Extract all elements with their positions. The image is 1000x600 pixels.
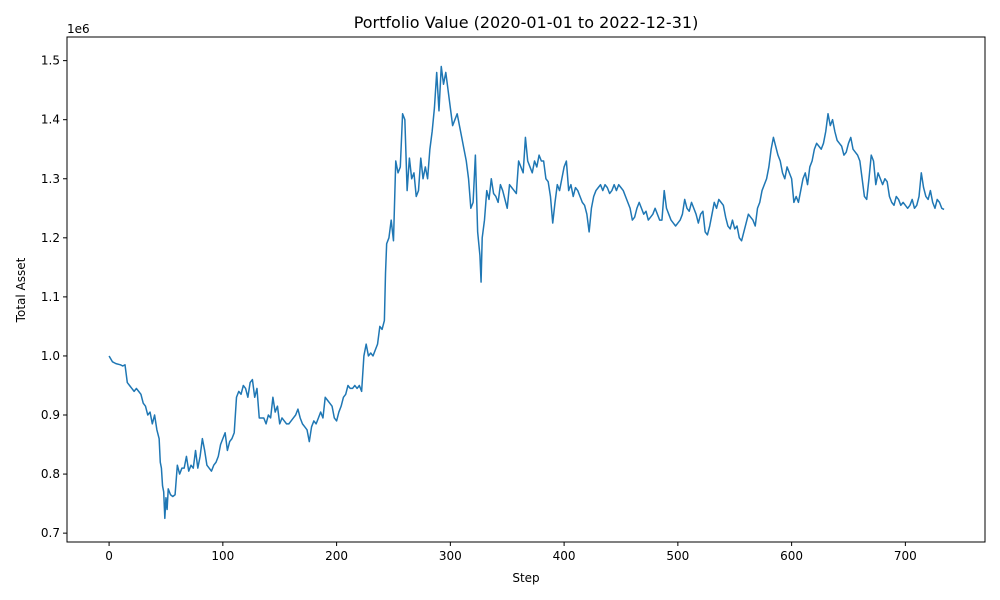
- series-line-0: [108, 65, 945, 520]
- y-tick-label: 1.4: [41, 113, 60, 127]
- y-tick-label: 1.0: [41, 349, 60, 363]
- y-tick-label: 1.5: [41, 54, 60, 68]
- x-axis-ticks: 0 100 200 300 400 500 600 700: [105, 542, 917, 563]
- plot-area: [108, 65, 945, 520]
- x-tick-label: 700: [894, 549, 917, 563]
- x-tick-label: 600: [780, 549, 803, 563]
- y-axis-label: Total Asset: [14, 257, 28, 323]
- y-offset-label: 1e6: [67, 22, 90, 36]
- axes-frame: [66, 36, 986, 543]
- x-axis-label: Step: [512, 571, 539, 585]
- chart-title: Portfolio Value (2020-01-01 to 2022-12-3…: [354, 13, 699, 32]
- y-tick-label: 1.3: [41, 172, 60, 186]
- y-tick-label: 0.8: [41, 467, 60, 481]
- x-tick-label: 200: [325, 549, 348, 563]
- x-tick-label: 0: [105, 549, 113, 563]
- y-tick-label: 1.2: [41, 231, 60, 245]
- y-tick-label: 0.9: [41, 408, 60, 422]
- x-tick-label: 300: [439, 549, 462, 563]
- x-tick-label: 400: [553, 549, 576, 563]
- x-tick-label: 100: [211, 549, 234, 563]
- y-tick-label: 1.1: [41, 290, 60, 304]
- y-axis-ticks: 0.7 0.8 0.9 1.0 1.1 1.2 1.3 1.4 1.5: [41, 54, 67, 540]
- x-tick-label: 500: [666, 549, 689, 563]
- y-tick-label: 0.7: [41, 526, 60, 540]
